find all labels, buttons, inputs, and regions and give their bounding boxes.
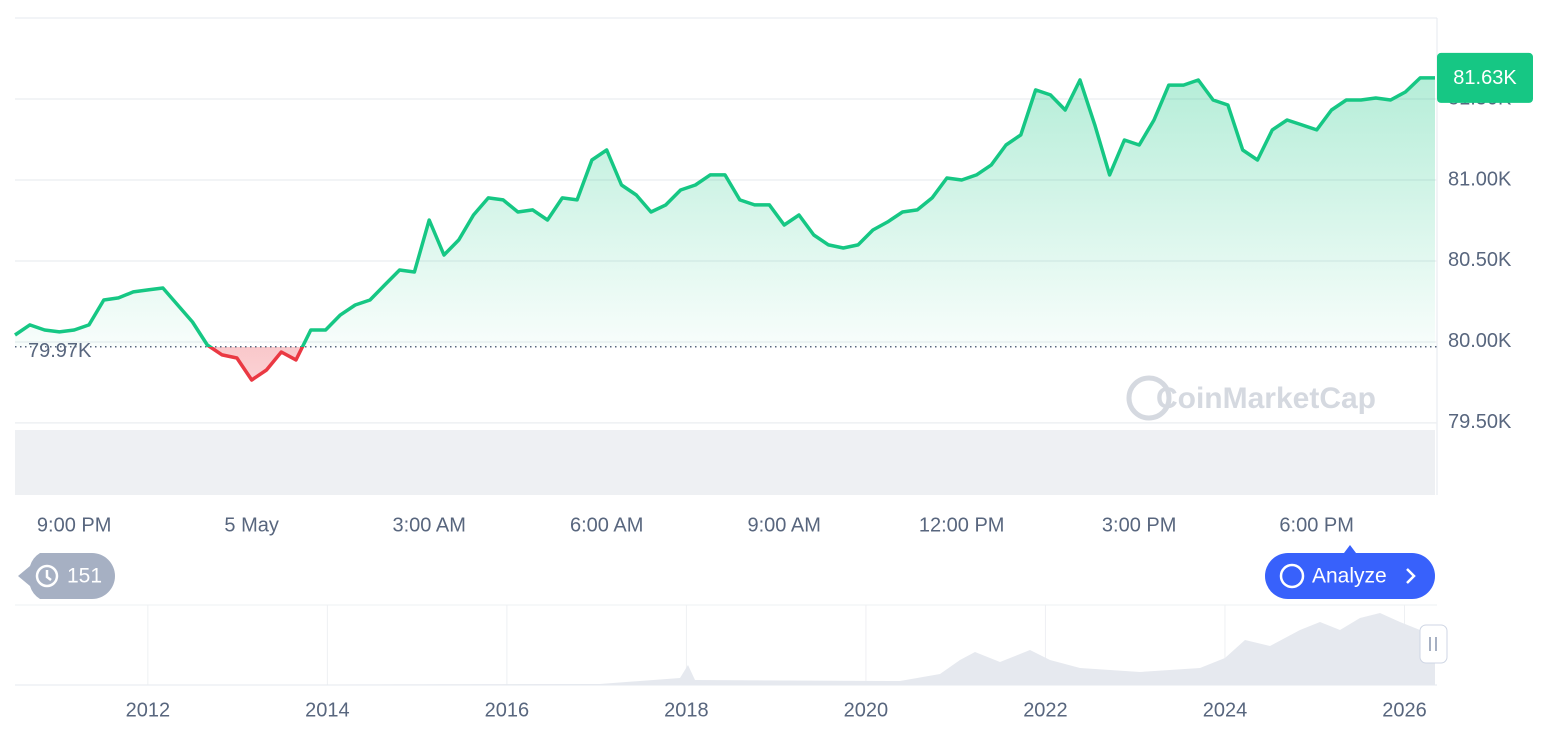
clock-icon	[35, 564, 59, 588]
history-count: 151	[67, 565, 102, 588]
analyze-icon	[1279, 563, 1305, 589]
price-line	[14, 76, 1435, 382]
x-tick-label: 9:00 AM	[747, 514, 820, 536]
x-tick-label: 3:00 PM	[1102, 514, 1176, 536]
y-tick-label: 81.00K	[1448, 168, 1512, 190]
x-tick-label: 9:00 PM	[37, 514, 111, 536]
volume-area	[15, 430, 1435, 495]
navigator-handle-grip	[1429, 637, 1437, 651]
x-tick-label: 6:00 AM	[570, 514, 643, 536]
analyze-chevron	[1406, 568, 1416, 584]
navigator-tick-label: 2012	[126, 699, 171, 721]
x-tick-label: 3:00 AM	[392, 514, 465, 536]
navigator-tick-label: 2024	[1203, 699, 1248, 721]
x-tick-label: 12:00 PM	[919, 514, 1005, 536]
y-tick-label: 80.50K	[1448, 249, 1512, 271]
analyze-button[interactable]	[1265, 553, 1435, 599]
navigator-tick-label: 2016	[485, 699, 530, 721]
navigator-tick-label: 2026	[1382, 699, 1427, 721]
navigator-tick-label: 2014	[305, 699, 350, 721]
price-tag	[1437, 52, 1533, 103]
navigator-tick-label: 2022	[1023, 699, 1068, 721]
clock-icon	[45, 570, 52, 581]
y-tick-label: 79.50K	[1448, 411, 1512, 433]
history-badge[interactable]	[18, 553, 115, 599]
navigator-tick-label: 2020	[844, 699, 889, 721]
baseline-label: 79.97K	[28, 340, 92, 362]
watermark: CoinMarketCap	[1156, 382, 1376, 415]
analyze-label: Analyze	[1312, 565, 1387, 588]
navigator-area	[15, 613, 1435, 685]
y-tick-label: 80.00K	[1448, 330, 1512, 352]
x-tick-label: 5 May	[224, 514, 278, 536]
watermark-logo	[1126, 375, 1172, 421]
price-tag-label: 81.63K	[1453, 67, 1517, 89]
analyze-pointer	[1344, 545, 1356, 553]
navigator-tick-label: 2018	[664, 699, 709, 721]
price-area	[15, 77, 1435, 381]
x-tick-label: 6:00 PM	[1279, 514, 1353, 536]
navigator-handle[interactable]	[1419, 624, 1448, 664]
